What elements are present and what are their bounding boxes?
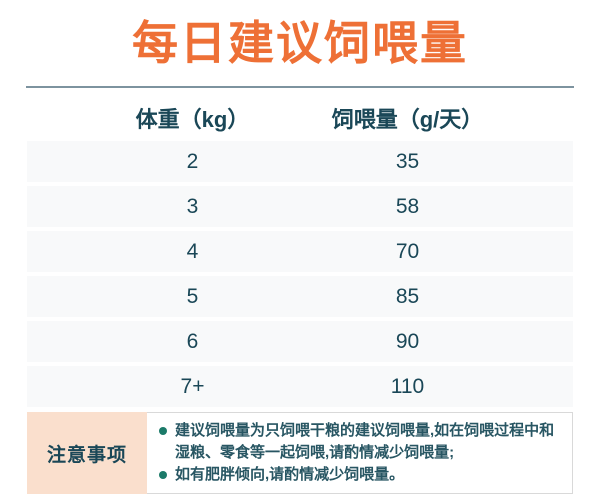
column-header-amount: 饲喂量（g/天） — [331, 107, 484, 132]
feeding-table: 体重（kg） 饲喂量（g/天） 2 35 3 58 4 70 5 85 6 90 7+ 110 — [0, 98, 600, 407]
table-row: 2 35 — [27, 141, 573, 182]
notes-section: 注意事项 建议饲喂量为只饲喂干粮的建议饲喂量,如在饲喂过程中和湿粮、零食等一起饲… — [27, 412, 573, 494]
title-divider — [26, 86, 574, 88]
table-header-row: 体重（kg） 饲喂量（g/天） — [27, 98, 573, 138]
table-row: 4 70 — [27, 231, 573, 272]
weight-cell: 3 — [186, 194, 199, 218]
amount-cell: 35 — [395, 149, 420, 173]
note-item: 如有肥胖倾向,请酌情减少饲喂量。 — [159, 464, 560, 486]
notes-label: 注意事项 — [27, 412, 147, 494]
note-item: 建议饲喂量为只饲喂干粮的建议饲喂量,如在饲喂过程中和湿粮、零食等一起饲喂,请酌情… — [159, 420, 560, 464]
weight-cell: 5 — [186, 284, 199, 308]
weight-cell: 2 — [186, 149, 199, 173]
table-row: 5 85 — [27, 276, 573, 317]
amount-cell: 85 — [395, 284, 420, 308]
weight-cell: 7+ — [180, 374, 205, 398]
table-row: 3 58 — [27, 186, 573, 227]
table-row: 7+ 110 — [27, 366, 573, 407]
table-body: 2 35 3 58 4 70 5 85 6 90 7+ 110 — [27, 141, 573, 407]
amount-cell: 70 — [395, 239, 420, 263]
column-header-weight: 体重（kg） — [135, 107, 250, 132]
notes-list: 建议饲喂量为只饲喂干粮的建议饲喂量,如在饲喂过程中和湿粮、零食等一起饲喂,请酌情… — [147, 412, 573, 494]
amount-cell: 90 — [395, 329, 420, 353]
amount-cell: 58 — [395, 194, 420, 218]
page-title: 每日建议饲喂量 — [132, 17, 468, 69]
weight-cell: 4 — [186, 239, 199, 263]
weight-cell: 6 — [186, 329, 199, 353]
amount-cell: 110 — [390, 374, 425, 398]
table-row: 6 90 — [27, 321, 573, 362]
